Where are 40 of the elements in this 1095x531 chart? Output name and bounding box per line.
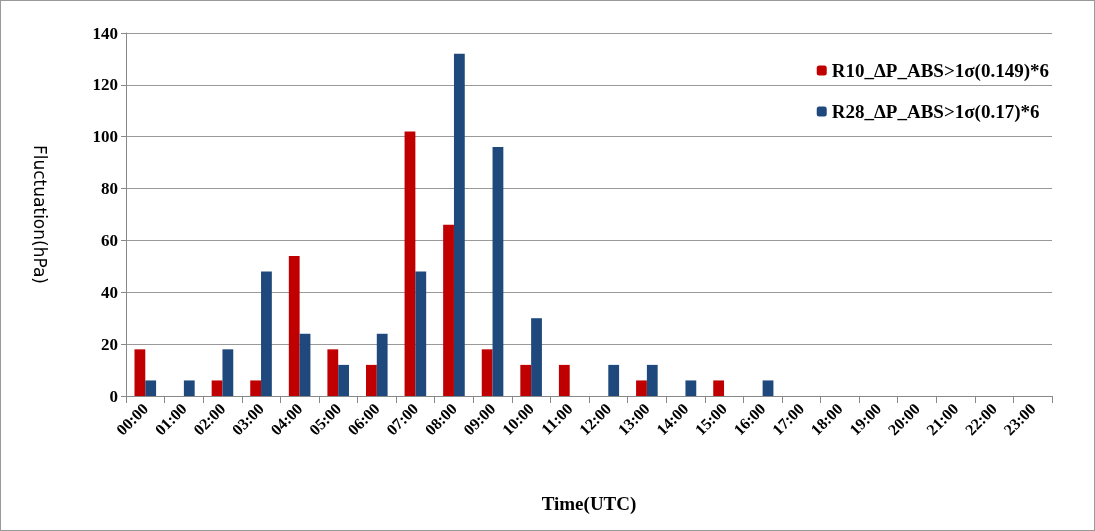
bar bbox=[145, 380, 157, 396]
bar bbox=[222, 349, 234, 396]
bar bbox=[288, 255, 300, 396]
bar bbox=[415, 271, 427, 396]
y-tick-label: 140 bbox=[92, 23, 118, 43]
y-tick-label: 40 bbox=[101, 282, 118, 302]
bar bbox=[250, 380, 262, 396]
y-axis-title: Fluctuation(hPa) bbox=[29, 145, 50, 284]
bar bbox=[443, 224, 454, 396]
bar bbox=[327, 349, 339, 396]
legend-label: R10_ΔP_ABS>1σ(0.149)*6 bbox=[831, 60, 1050, 82]
bar bbox=[646, 364, 658, 396]
bar bbox=[134, 349, 146, 396]
bar bbox=[453, 53, 465, 396]
bar bbox=[713, 380, 725, 396]
bar bbox=[762, 380, 774, 396]
y-tick-label: 100 bbox=[92, 127, 118, 147]
bar bbox=[261, 271, 272, 396]
bar bbox=[183, 380, 195, 396]
bar bbox=[338, 364, 350, 396]
y-tick-label: 0 bbox=[109, 386, 118, 406]
bar bbox=[531, 318, 542, 396]
bar bbox=[365, 364, 377, 396]
bar bbox=[404, 131, 416, 396]
legend-label: R28_ΔP_ABS>1σ(0.17)*6 bbox=[831, 101, 1040, 123]
y-tick-label: 80 bbox=[101, 179, 118, 199]
x-axis-title: Time(UTC) bbox=[541, 493, 637, 515]
bar bbox=[376, 333, 388, 396]
bar bbox=[520, 364, 532, 396]
bar bbox=[636, 380, 647, 396]
bar bbox=[492, 147, 504, 396]
bar bbox=[685, 380, 697, 396]
bar bbox=[299, 333, 311, 396]
bar bbox=[481, 349, 493, 396]
bar bbox=[211, 380, 223, 396]
y-tick-label: 120 bbox=[92, 75, 118, 95]
bar bbox=[558, 364, 570, 396]
y-tick-label: 60 bbox=[101, 230, 118, 250]
bar bbox=[608, 364, 620, 396]
y-tick-label: 20 bbox=[101, 334, 118, 354]
